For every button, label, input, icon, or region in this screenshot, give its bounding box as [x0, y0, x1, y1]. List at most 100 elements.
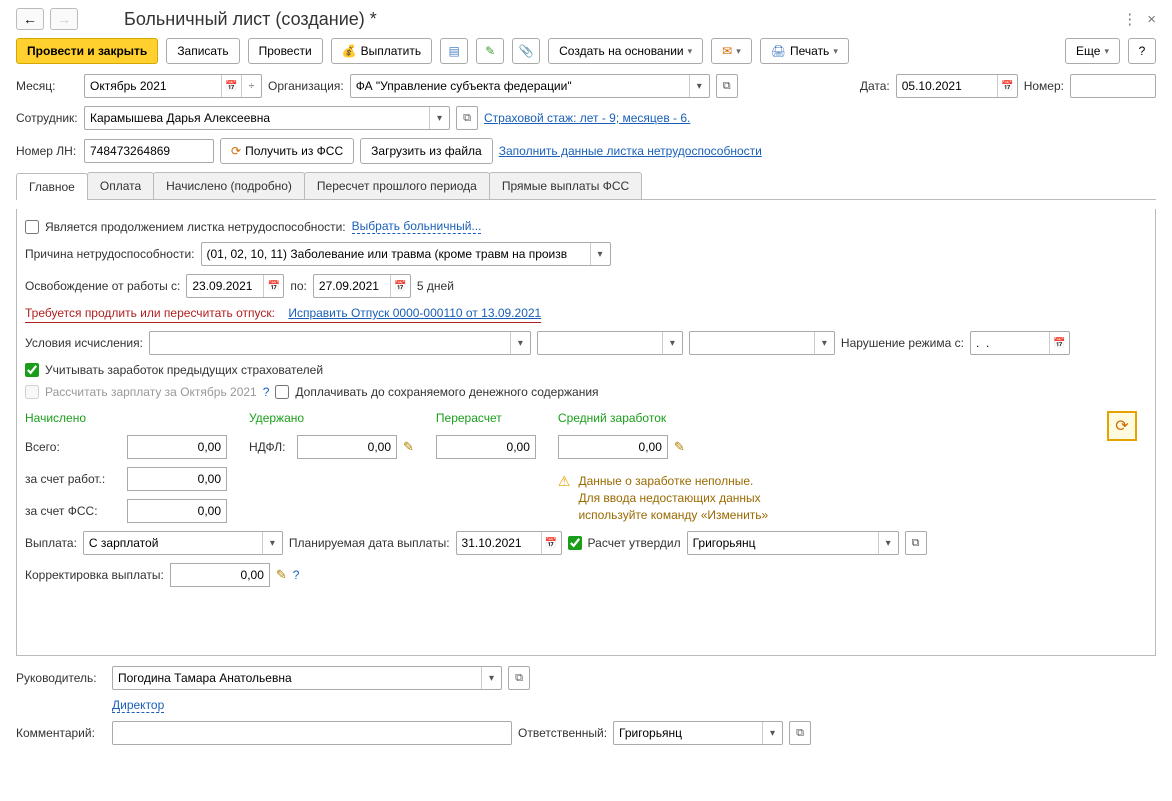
resp-open-button[interactable]: ⧉: [789, 721, 811, 745]
chevron-down-icon[interactable]: ▾: [689, 75, 709, 97]
head-open-button[interactable]: ⧉: [508, 666, 530, 690]
calc-salary-checkbox: Рассчитать зарплату за Октябрь 2021: [25, 385, 257, 399]
month-input[interactable]: 📅 ÷: [84, 74, 262, 98]
calendar-icon[interactable]: 📅: [997, 75, 1017, 97]
nav-back[interactable]: ←: [16, 8, 44, 30]
approved-checkbox[interactable]: Расчет утвердил: [568, 536, 681, 550]
org-open-button[interactable]: ⧉: [716, 74, 738, 98]
post-and-close-button[interactable]: Провести и закрыть: [16, 38, 158, 64]
prev-insurers-checkbox[interactable]: Учитывать заработок предыдущих страховат…: [25, 363, 323, 377]
save-button[interactable]: Записать: [166, 38, 239, 64]
insurance-link[interactable]: Страховой стаж: лет - 9; месяцев - 6.: [484, 111, 690, 125]
comment-input[interactable]: [112, 721, 512, 745]
chevron-down-icon[interactable]: ▾: [481, 667, 501, 689]
ndfl-input[interactable]: [297, 435, 397, 459]
fss-input[interactable]: [127, 499, 227, 523]
help-icon[interactable]: ?: [263, 385, 270, 399]
plan-date-input[interactable]: 📅: [456, 531, 562, 555]
ndfl-label: НДФЛ:: [249, 440, 291, 454]
calendar-icon[interactable]: 📅: [221, 75, 241, 97]
pay-input[interactable]: ▾: [83, 531, 283, 555]
help-icon[interactable]: ?: [293, 568, 300, 582]
extend-link[interactable]: Исправить Отпуск 0000-000110 от 13.09.20…: [288, 306, 541, 320]
approved-open-button[interactable]: ⧉: [905, 531, 927, 555]
attach-icon-button[interactable]: 📎: [512, 38, 540, 64]
load-file-button[interactable]: Загрузить из файла: [360, 138, 493, 164]
paperclip-icon: 📎: [519, 44, 534, 58]
nav-forward[interactable]: →: [50, 8, 78, 30]
edit-icon-button[interactable]: ✎: [476, 38, 504, 64]
calendar-icon[interactable]: 📅: [541, 532, 561, 554]
employee-input[interactable]: ▾: [84, 106, 450, 130]
pencil-icon[interactable]: ✎: [674, 439, 685, 455]
cond-input-3[interactable]: ▾: [689, 331, 835, 355]
chevron-down-icon[interactable]: ▾: [762, 722, 782, 744]
release-to-label: по:: [290, 279, 307, 293]
calendar-icon[interactable]: 📅: [263, 275, 283, 297]
supplement-checkbox[interactable]: Доплачивать до сохраняемого денежного со…: [275, 385, 598, 399]
violation-input[interactable]: 📅: [970, 331, 1070, 355]
org-input[interactable]: ▾: [350, 74, 710, 98]
calendar-icon[interactable]: 📅: [1049, 332, 1069, 354]
total-input[interactable]: [127, 435, 227, 459]
tab-fss-direct[interactable]: Прямые выплаты ФСС: [489, 172, 642, 199]
post-button[interactable]: Провести: [248, 38, 323, 64]
get-fss-button[interactable]: ⟳ Получить из ФСС: [220, 138, 354, 164]
continuation-checkbox[interactable]: Является продолжением листка нетрудоспос…: [25, 220, 346, 234]
date-label: Дата:: [860, 79, 890, 93]
chevron-down-icon[interactable]: ▾: [662, 332, 682, 354]
pencil-icon[interactable]: ✎: [403, 439, 414, 455]
cond-input-1[interactable]: ▾: [149, 331, 531, 355]
tab-payment[interactable]: Оплата: [87, 172, 154, 199]
employer-input[interactable]: [127, 467, 227, 491]
pay-label: Выплата:: [25, 536, 77, 550]
employee-open-button[interactable]: ⧉: [456, 106, 478, 130]
doc-icon-button[interactable]: ▤: [440, 38, 468, 64]
calendar-icon[interactable]: 📅: [390, 275, 410, 297]
kebab-icon[interactable]: ⋮: [1122, 10, 1137, 28]
chevron-down-icon[interactable]: ▾: [429, 107, 449, 129]
tab-main[interactable]: Главное: [16, 173, 88, 200]
recalc-input[interactable]: [436, 435, 536, 459]
fill-data-link[interactable]: Заполнить данные листка нетрудоспособнос…: [499, 144, 762, 158]
chevron-down-icon[interactable]: ▾: [510, 332, 530, 354]
date-input[interactable]: 📅: [896, 74, 1018, 98]
reason-label: Причина нетрудоспособности:: [25, 247, 195, 261]
select-sheet-link[interactable]: Выбрать больничный...: [352, 219, 482, 234]
reason-input[interactable]: ▾: [201, 242, 611, 266]
chevron-down-icon[interactable]: ▾: [590, 243, 610, 265]
cash-icon: 💰: [342, 44, 357, 58]
resp-input[interactable]: ▾: [613, 721, 783, 745]
number-input[interactable]: [1070, 74, 1156, 98]
pay-button[interactable]: 💰 Выплатить: [331, 38, 432, 64]
release-to-input[interactable]: 📅: [313, 274, 411, 298]
number-label: Номер:: [1024, 79, 1064, 93]
tab-accrued[interactable]: Начислено (подробно): [153, 172, 305, 199]
chevron-down-icon[interactable]: ▾: [814, 332, 834, 354]
print-button[interactable]: 🖨 Печать ▾: [760, 38, 849, 64]
tab-recalc[interactable]: Пересчет прошлого периода: [304, 172, 490, 199]
create-based-button[interactable]: Создать на основании ▾: [548, 38, 703, 64]
chevron-down-icon[interactable]: ▾: [262, 532, 282, 554]
director-link[interactable]: Директор: [112, 698, 164, 713]
chevron-down-icon[interactable]: ▾: [878, 532, 898, 554]
head-input[interactable]: ▾: [112, 666, 502, 690]
cond-input-2[interactable]: ▾: [537, 331, 683, 355]
warning-text: Данные о заработке неполные. Для ввода н…: [578, 473, 768, 523]
more-button[interactable]: Еще ▾: [1065, 38, 1120, 64]
ln-input[interactable]: [84, 139, 214, 163]
approved-input[interactable]: ▾: [687, 531, 899, 555]
refresh-icon: ⟳: [231, 144, 241, 158]
close-icon[interactable]: ×: [1147, 11, 1156, 28]
correction-input[interactable]: [170, 563, 270, 587]
send-icon-button[interactable]: ✉ ▾: [711, 38, 752, 64]
correction-label: Корректировка выплаты:: [25, 568, 164, 582]
withheld-header: Удержано: [249, 411, 414, 425]
refresh-button[interactable]: ⟳: [1107, 411, 1137, 441]
avg-input[interactable]: [558, 435, 668, 459]
help-button[interactable]: ?: [1128, 38, 1156, 64]
plan-label: Планируемая дата выплаты:: [289, 536, 450, 550]
release-from-input[interactable]: 📅: [186, 274, 284, 298]
pencil-icon[interactable]: ✎: [276, 567, 287, 583]
spinner-icon[interactable]: ÷: [241, 75, 261, 97]
